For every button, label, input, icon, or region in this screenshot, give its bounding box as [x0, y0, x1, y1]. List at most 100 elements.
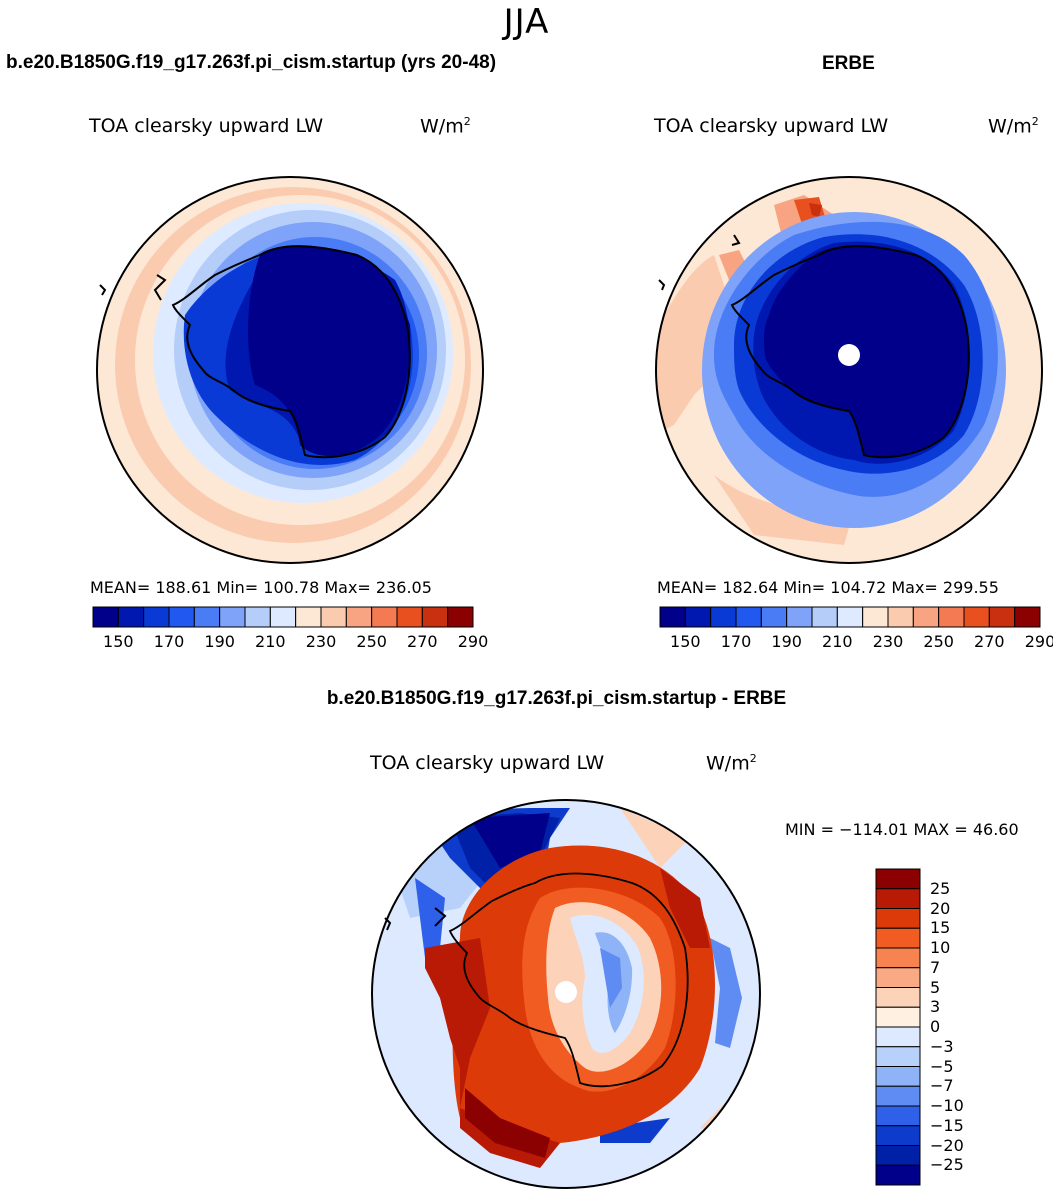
- colorbar-tick-label: 270: [974, 632, 1005, 651]
- colorbar-panel-1: [92, 606, 474, 628]
- colorbar-tick-label: 3: [930, 997, 941, 1017]
- colorbar-swatch: [875, 1026, 921, 1048]
- panel-1-variable: TOA clearsky upward LW: [89, 115, 324, 137]
- colorbar-tick-label: 170: [153, 632, 185, 651]
- colorbar-tick-label: −7: [930, 1076, 954, 1096]
- colorbar-swatch: [811, 606, 838, 628]
- colorbar-swatch: [143, 606, 170, 628]
- colorbar-swatch: [836, 606, 864, 628]
- colorbar-tick-label: 270: [407, 632, 438, 651]
- colorbar-swatch: [887, 606, 914, 628]
- colorbar-swatch: [371, 606, 398, 628]
- colorbar-swatch: [875, 1125, 921, 1146]
- panel-2-stats: MEAN= 182.64 Min= 104.72 Max= 299.55: [657, 578, 999, 597]
- colorbar-swatch: [963, 606, 990, 628]
- colorbar-swatch: [875, 967, 921, 988]
- colorbar-tick-label: 0: [930, 1017, 941, 1036]
- colorbar-swatch: [760, 606, 788, 628]
- panel-1-units: W/m2: [420, 115, 471, 138]
- colorbar-swatch: [875, 1066, 921, 1087]
- colorbar-swatch: [295, 606, 322, 628]
- colorbar-tick-label: 10: [930, 938, 951, 957]
- polar-map-difference: [371, 799, 761, 1189]
- colorbar-swatch: [875, 1006, 921, 1028]
- colorbar-tick-label: −5: [930, 1056, 954, 1076]
- colorbar-swatch: [193, 606, 221, 628]
- diff-panel-minmax: MIN = −114.01 MAX = 46.60: [785, 820, 1019, 839]
- colorbar-tick-label: 7: [930, 957, 941, 977]
- colorbar-panel-2: [659, 606, 1041, 628]
- colorbar-swatch: [710, 606, 737, 628]
- colorbar-tick-label: 250: [356, 632, 387, 651]
- colorbar-tick-label: −10: [930, 1096, 964, 1115]
- colorbar-difference: [875, 868, 921, 1186]
- colorbar-swatch: [92, 606, 119, 628]
- colorbar-swatch: [988, 606, 1016, 628]
- colorbar-swatch: [875, 1046, 921, 1067]
- colorbar-tick-label: 25: [930, 878, 951, 898]
- colorbar-swatch: [875, 1145, 921, 1166]
- diff-panel-title: b.e20.B1850G.f19_g17.263f.pi_cism.startu…: [326, 688, 787, 709]
- colorbar-swatch: [862, 606, 889, 628]
- colorbar-swatch: [244, 606, 271, 628]
- colorbar-tick-label: −25: [930, 1155, 964, 1175]
- panel-2-units: W/m2: [988, 115, 1039, 138]
- pole-hole: [555, 981, 577, 1003]
- colorbar-tick-label: 170: [720, 632, 752, 651]
- colorbar-panel-1-ticks: 150 170 190 210 230 250 270 290: [92, 632, 488, 654]
- colorbar-tick-label: 15: [930, 918, 951, 938]
- colorbar-tick-label: 5: [930, 977, 941, 997]
- colorbar-swatch: [875, 1105, 921, 1127]
- pole-hole: [838, 344, 860, 366]
- colorbar-swatch: [875, 868, 921, 890]
- polar-map-model: [96, 176, 484, 564]
- colorbar-tick-label: −3: [930, 1036, 954, 1056]
- colorbar-swatch: [269, 606, 297, 628]
- colorbar-tick-label: 150: [103, 632, 134, 651]
- colorbar-panel-2-ticks: 150 170 190 210 230 250 270 290: [659, 632, 1053, 654]
- colorbar-swatch: [875, 888, 921, 909]
- polar-map-erbe: [655, 176, 1043, 564]
- colorbar-swatch: [875, 1164, 921, 1186]
- colorbar-swatch: [912, 606, 940, 628]
- colorbar-swatch: [786, 606, 813, 628]
- panel-2-title: ERBE: [822, 53, 875, 74]
- panel-2-variable: TOA clearsky upward LW: [654, 115, 889, 137]
- colorbar-tick-label: 290: [1024, 632, 1053, 651]
- colorbar-tick-label: 190: [204, 632, 235, 651]
- colorbar-tick-label: 150: [670, 632, 701, 651]
- diff-panel-units: W/m2: [706, 752, 757, 775]
- colorbar-tick-label: −15: [930, 1115, 964, 1135]
- colorbar-tick-label: 20: [930, 898, 951, 918]
- colorbar-tick-label: 190: [771, 632, 802, 651]
- colorbar-tick-label: −20: [930, 1135, 964, 1155]
- colorbar-difference-ticks: 25 20 15 10 7 5 3 0 −3 −5 −7 −10 −15 −20 −25: [930, 868, 1030, 1186]
- colorbar-swatch: [875, 908, 921, 929]
- colorbar-swatch: [735, 606, 762, 628]
- season-title: JJA: [503, 2, 550, 42]
- colorbar-swatch: [684, 606, 712, 628]
- colorbar-swatch: [396, 606, 423, 628]
- colorbar-swatch: [447, 606, 474, 628]
- colorbar-swatch: [320, 606, 347, 628]
- colorbar-swatch: [168, 606, 195, 628]
- colorbar-tick-label: 230: [872, 632, 904, 651]
- colorbar-swatch: [345, 606, 373, 628]
- colorbar-swatch: [659, 606, 686, 628]
- panel-1-stats: MEAN= 188.61 Min= 100.78 Max= 236.05: [90, 578, 432, 597]
- colorbar-tick-label: 290: [457, 632, 489, 651]
- colorbar-tick-label: 210: [822, 632, 853, 651]
- colorbar-tick-label: 210: [255, 632, 286, 651]
- colorbar-tick-label: 230: [305, 632, 337, 651]
- colorbar-tick-label: 250: [923, 632, 954, 651]
- colorbar-swatch: [219, 606, 246, 628]
- colorbar-swatch: [875, 987, 921, 1008]
- panel-1-title: b.e20.B1850G.f19_g17.263f.pi_cism.startu…: [6, 52, 497, 73]
- colorbar-swatch: [875, 947, 921, 969]
- colorbar-swatch: [421, 606, 449, 628]
- colorbar-swatch: [117, 606, 145, 628]
- colorbar-swatch: [875, 927, 921, 949]
- colorbar-swatch: [1014, 606, 1041, 628]
- diff-panel-variable: TOA clearsky upward LW: [370, 752, 605, 774]
- colorbar-swatch: [938, 606, 965, 628]
